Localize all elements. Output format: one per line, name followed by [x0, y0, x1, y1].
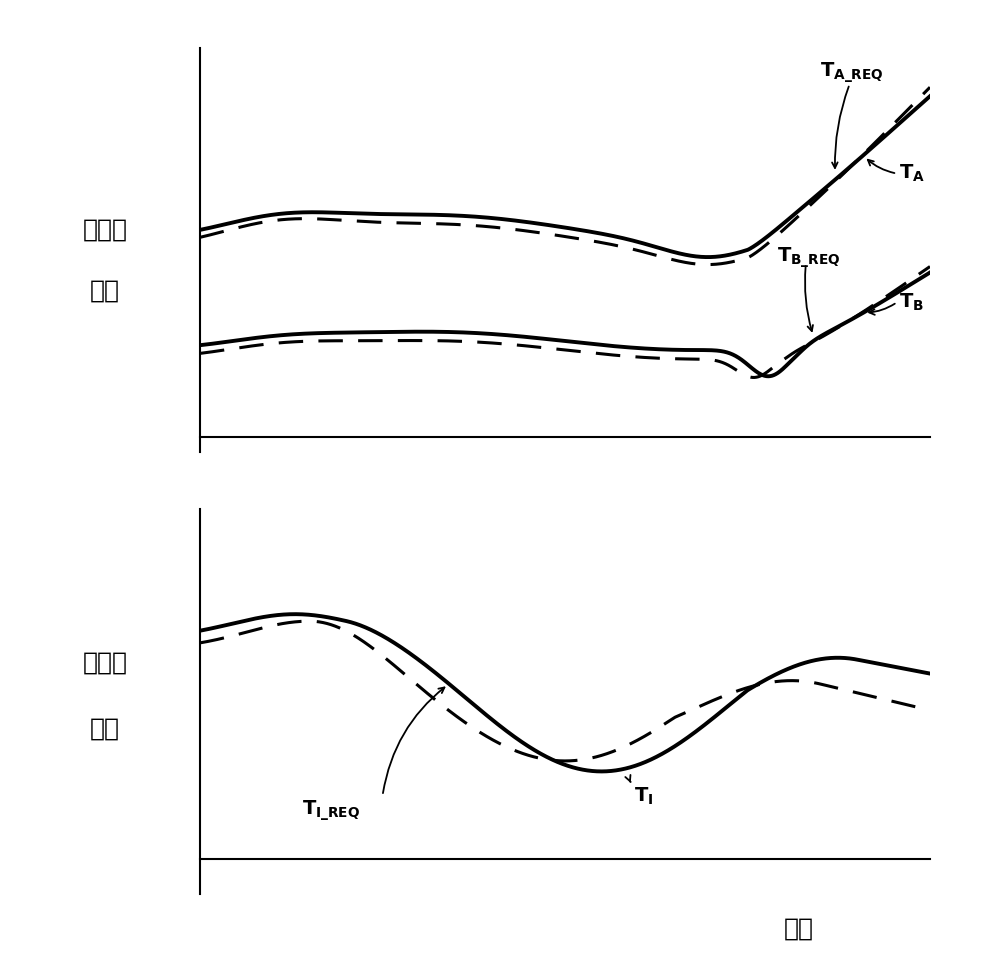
- Text: $\mathregular{T_{B\_REQ}}$: $\mathregular{T_{B\_REQ}}$: [777, 245, 840, 269]
- Text: $\mathregular{T_A}$: $\mathregular{T_A}$: [899, 163, 925, 185]
- Text: 扭矩: 扭矩: [90, 279, 120, 302]
- Text: 电动机: 电动机: [83, 218, 128, 241]
- Text: 扭矩: 扭矩: [90, 717, 120, 740]
- Text: $\mathregular{T_{I\_REQ}}$: $\mathregular{T_{I\_REQ}}$: [302, 798, 360, 822]
- Text: 发动机: 发动机: [83, 652, 128, 675]
- Text: 时间: 时间: [784, 917, 814, 940]
- Text: $\mathregular{T_B}$: $\mathregular{T_B}$: [899, 291, 924, 313]
- Text: $\mathregular{T_I}$: $\mathregular{T_I}$: [634, 785, 654, 806]
- Text: $\mathregular{T_{A\_REQ}}$: $\mathregular{T_{A\_REQ}}$: [820, 61, 884, 84]
